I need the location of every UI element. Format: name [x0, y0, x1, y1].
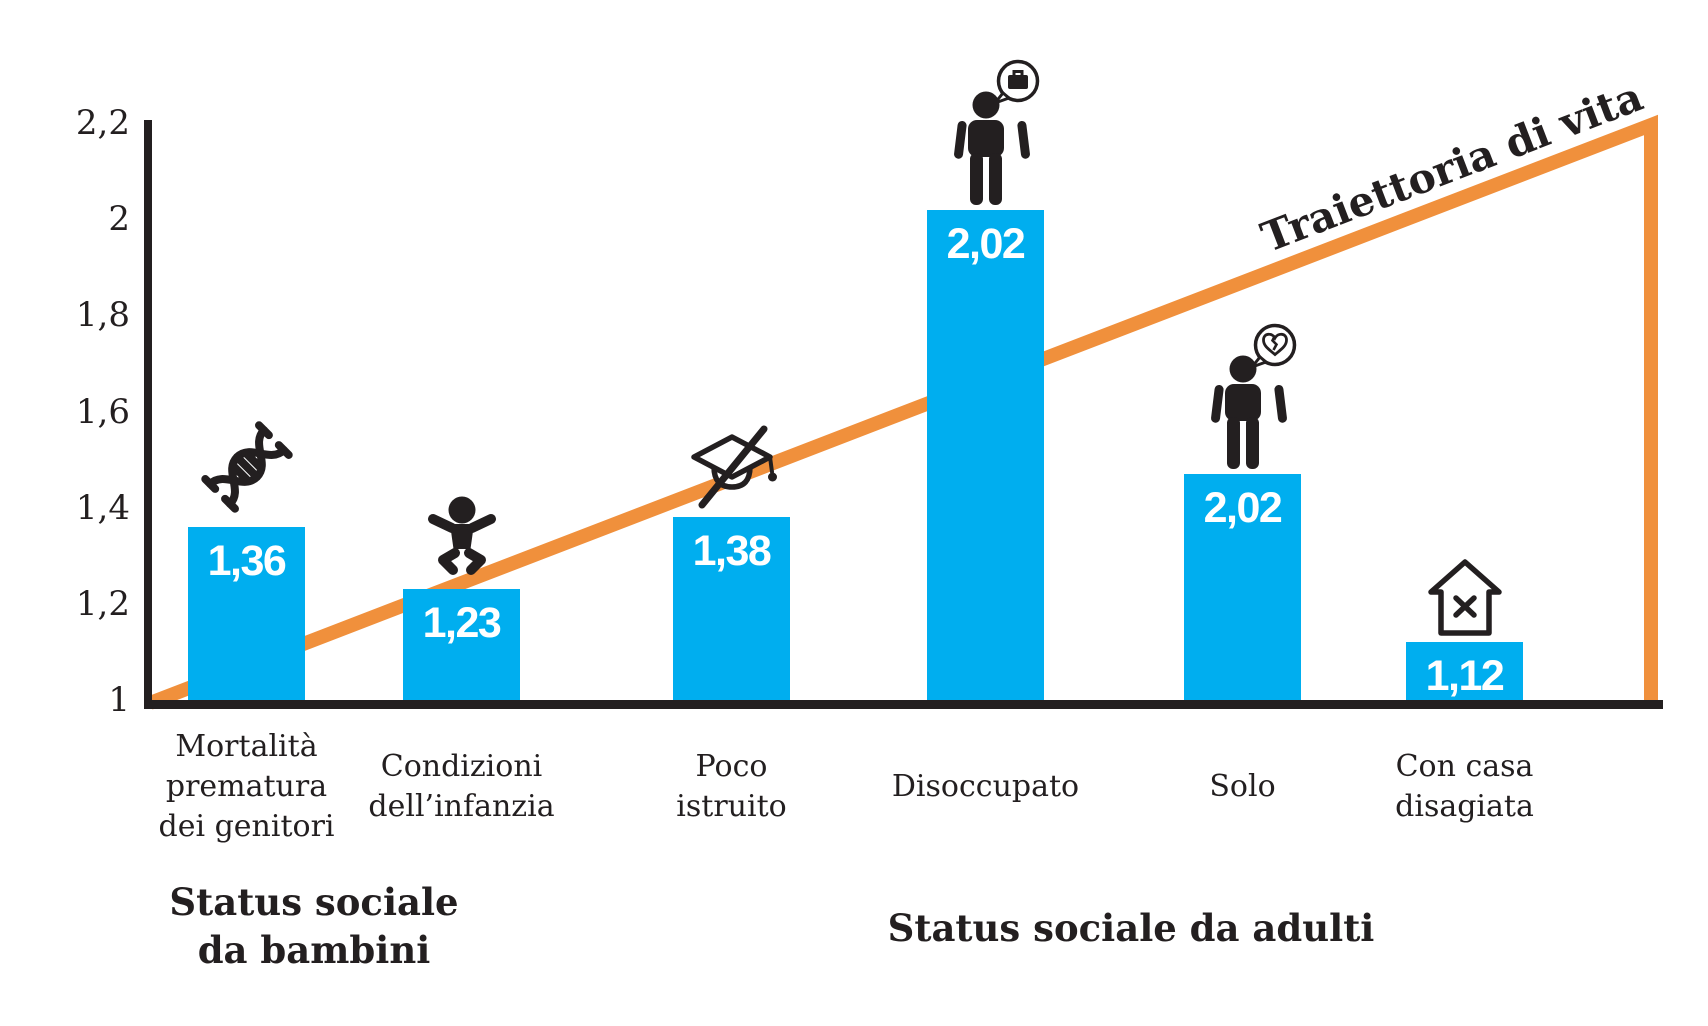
bar: 1,12 — [1406, 642, 1523, 700]
speech-bubble — [1250, 323, 1296, 369]
bar-value-label: 1,12 — [1425, 652, 1505, 701]
group-label-adulthood: Status sociale da adulti — [887, 906, 1375, 950]
x-axis-line — [144, 700, 1663, 709]
bar: 1,23 — [403, 589, 520, 700]
bar-value-label: 1,38 — [692, 527, 772, 576]
category-label: Con casa disagiata — [1395, 749, 1534, 824]
house-x-icon — [1427, 559, 1502, 637]
group-label-childhood: Status sociale da bambini — [169, 880, 459, 972]
bar-value-label: 2,02 — [1203, 484, 1283, 532]
speech-bubble — [993, 59, 1039, 105]
bar: 2,02 — [1184, 474, 1301, 700]
y-tick-label: 1,4 — [75, 487, 130, 528]
bar: 1,36 — [188, 526, 305, 700]
category-label: Solo — [1209, 769, 1276, 804]
dna-icon — [200, 421, 293, 513]
y-axis-line — [144, 120, 152, 709]
bar-value-label: 2,02 — [946, 219, 1026, 268]
category-label: Condizioni dell’infanzia — [368, 749, 555, 824]
baby-icon — [427, 496, 496, 576]
y-tick-label: 2,2 — [75, 103, 130, 143]
y-tick-label: 1,8 — [75, 295, 130, 336]
person-briefcase-icon — [953, 59, 1039, 205]
y-tick-label: 1 — [108, 680, 130, 720]
y-tick-label: 2 — [108, 199, 130, 240]
bar-value-label: 1,36 — [207, 536, 287, 585]
y-tick-label: 1,6 — [75, 391, 130, 432]
bar: 2,02 — [927, 209, 1044, 700]
briefcase-icon — [1007, 69, 1028, 89]
y-tick-label: 1,2 — [75, 583, 130, 624]
category-label: Poco istruito — [676, 749, 787, 824]
person-icon — [1210, 355, 1287, 469]
no-education-icon — [690, 425, 777, 509]
person-icon — [953, 91, 1030, 205]
category-label: Mortalità prematura dei genitori — [158, 729, 335, 844]
trend-line-path — [147, 114, 1658, 710]
category-label: Disoccupato — [891, 769, 1080, 804]
person-broken-heart-icon — [1210, 323, 1296, 469]
bar-value-label: 1,23 — [422, 599, 502, 648]
bar: 1,38 — [673, 517, 790, 700]
broken-heart-icon — [1261, 332, 1288, 357]
